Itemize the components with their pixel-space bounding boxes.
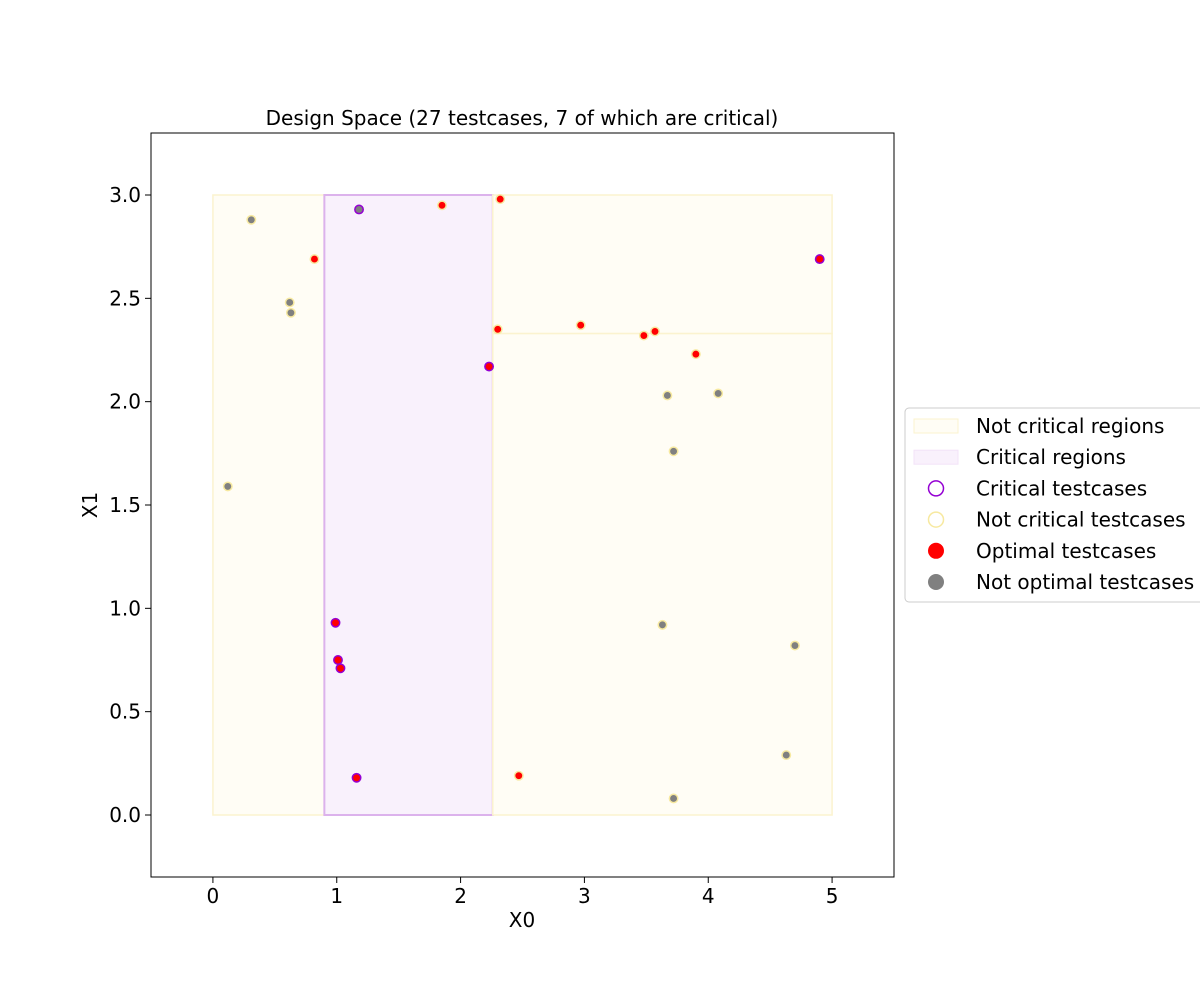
- legend-label: Optimal testcases: [976, 539, 1156, 563]
- critical-region: [323, 194, 494, 816]
- y-axis: 0.0 0.5 1.0 1.5 2.0 2.5 3.0: [109, 183, 151, 827]
- testcase-point: [781, 750, 792, 761]
- legend: Not critical regions Critical regions Crit…: [904, 407, 1200, 603]
- testcase-point: [575, 320, 586, 331]
- testcase-point: [690, 349, 701, 360]
- x-tick-label: 4: [702, 884, 715, 908]
- legend-patch: [913, 418, 959, 434]
- y-tick-label: 2.5: [109, 286, 141, 310]
- testcase-point: [513, 770, 524, 781]
- testcase-point: [284, 297, 295, 308]
- legend-dot-marker: [928, 542, 944, 559]
- testcase-point: [638, 330, 649, 341]
- x-tick-label: 1: [330, 884, 343, 908]
- chart-title: Design Space (27 testcases, 7 of which a…: [266, 106, 779, 130]
- testcase-point: [668, 793, 679, 804]
- testcase-point: [789, 640, 800, 651]
- testcase-point: [662, 390, 673, 401]
- legend-ring-marker: [927, 511, 945, 528]
- testcase-point: [354, 204, 364, 215]
- not-critical-region: [492, 332, 833, 816]
- testcase-point: [814, 254, 825, 265]
- y-tick-label: 0.0: [109, 803, 141, 827]
- legend-label: Not critical testcases: [976, 508, 1186, 532]
- x-tick-label: 2: [454, 884, 467, 908]
- x-tick-label: 0: [207, 884, 220, 908]
- testcase-point: [650, 326, 660, 337]
- legend-label: Not critical regions: [976, 414, 1164, 438]
- y-tick-label: 2.0: [109, 390, 141, 414]
- plot-area: [150, 132, 895, 878]
- testcase-point: [335, 663, 346, 674]
- legend-frame: [904, 407, 1200, 603]
- testcase-point: [222, 481, 233, 492]
- x-axis-label: X0: [509, 908, 535, 932]
- y-tick-label: 3.0: [109, 183, 141, 207]
- y-tick-label: 1.0: [109, 596, 141, 620]
- testcase-point: [495, 194, 506, 205]
- not-critical-region: [492, 194, 833, 335]
- testcase-point: [668, 446, 679, 457]
- testcase-point: [333, 655, 343, 665]
- y-tick-label: 1.5: [109, 493, 141, 517]
- y-axis-label: X1: [78, 492, 102, 518]
- x-tick-label: 5: [826, 884, 839, 908]
- testcase-point: [246, 214, 257, 225]
- testcase-point: [351, 772, 362, 783]
- x-axis: 0 1 2 3 4 5: [207, 877, 839, 908]
- legend-patch: [913, 449, 959, 465]
- x-tick-label: 3: [578, 884, 591, 908]
- regions-layer: [212, 194, 833, 816]
- y-tick-label: 0.5: [109, 700, 141, 724]
- legend-label: Critical regions: [976, 445, 1126, 469]
- legend-label: Critical testcases: [976, 476, 1147, 500]
- legend-dot-marker: [928, 574, 944, 590]
- points-layer: [222, 194, 825, 804]
- testcase-point: [492, 324, 503, 335]
- testcase-point: [330, 617, 341, 628]
- testcase-point: [437, 200, 447, 211]
- testcase-point: [657, 619, 668, 630]
- testcase-point: [484, 361, 495, 372]
- testcase-point: [285, 307, 296, 318]
- not-critical-region: [212, 194, 326, 816]
- legend-label: Not optimal testcases: [976, 570, 1194, 594]
- testcase-point: [309, 254, 320, 265]
- testcase-point: [713, 388, 724, 399]
- legend-ring-marker: [927, 480, 945, 497]
